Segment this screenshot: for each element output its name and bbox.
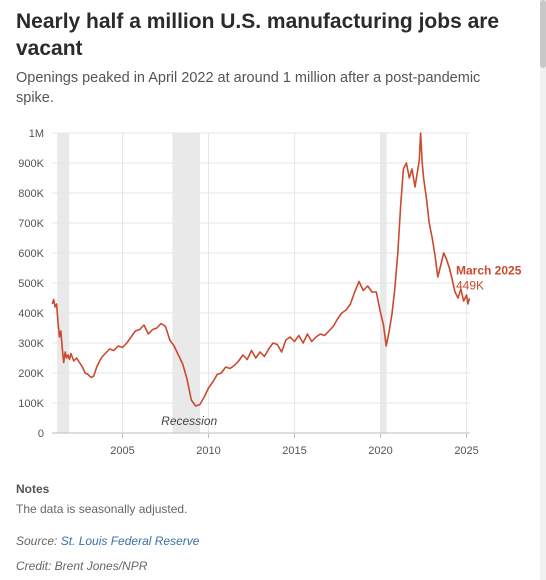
y-tick-label: 400K	[18, 308, 44, 320]
y-tick-label: 500K	[18, 278, 44, 290]
y-tick-label: 900K	[18, 158, 44, 170]
y-tick-label: 0	[38, 428, 44, 440]
x-tick-label: 2005	[110, 445, 134, 457]
y-tick-label: 800K	[18, 188, 44, 200]
end-label-value: 449K	[456, 278, 484, 292]
y-tick-label: 300K	[18, 338, 44, 350]
y-tick-label: 200K	[18, 368, 44, 380]
credit-line: Credit: Brent Jones/NPR	[16, 559, 148, 573]
source-prefix: Source:	[16, 534, 61, 548]
x-tick-label: 2015	[282, 445, 306, 457]
source-line: Source: St. Louis Federal Reserve	[16, 534, 199, 548]
x-tick-label: 2025	[454, 445, 478, 457]
y-tick-label: 1M	[29, 128, 44, 140]
y-tick-label: 700K	[18, 218, 44, 230]
y-tick-label: 600K	[18, 248, 44, 260]
page-title: Nearly half a million U.S. manufacturing…	[16, 10, 500, 60]
series-line-1	[51, 132, 471, 407]
y-tick-label: 100K	[18, 398, 44, 410]
line-chart: 0 100K 200K 300K 400K 500K 600K 700K 800K 900K 1M 2…	[18, 128, 522, 457]
recession-label: Recession	[161, 414, 217, 428]
page-subtitle: Openings peaked in April 2022 at around …	[16, 70, 481, 106]
end-label-period: March 2025	[456, 263, 522, 277]
source-link[interactable]: St. Louis Federal Reserve	[60, 534, 200, 548]
notes-text: The data is seasonally adjusted.	[16, 502, 188, 516]
x-tick-label: 2020	[368, 445, 392, 457]
scrollbar-track[interactable]	[540, 0, 546, 580]
scrollbar-thumb[interactable]	[540, 0, 546, 68]
notes-heading: Notes	[16, 482, 50, 496]
x-tick-label: 2010	[196, 445, 220, 457]
